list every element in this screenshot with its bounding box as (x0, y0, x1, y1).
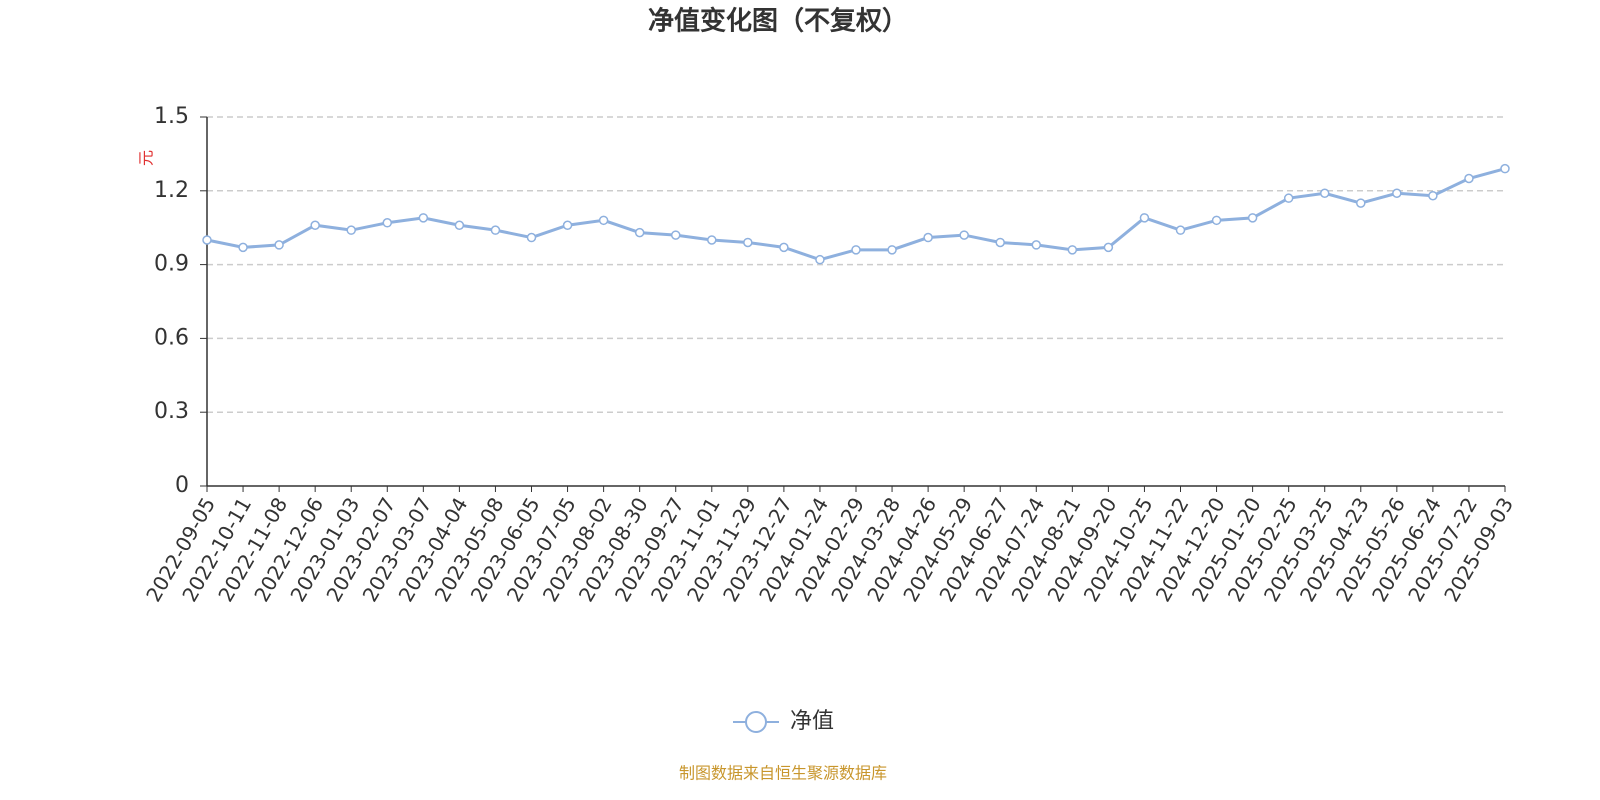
point (418, 213, 429, 223)
point (274, 240, 284, 250)
point (959, 230, 969, 240)
point (923, 232, 933, 243)
point (707, 235, 717, 245)
legend-label: 净值 (790, 709, 834, 734)
point (1319, 188, 1330, 199)
point (815, 254, 825, 265)
y-tick-label: 0 (175, 473, 189, 498)
point (1031, 240, 1042, 250)
point (382, 218, 393, 228)
point (1428, 190, 1438, 201)
y-tick-label: 1.2 (154, 178, 189, 203)
point (1247, 213, 1258, 223)
point (562, 220, 573, 230)
y-tick-label: 0.6 (154, 325, 189, 350)
chart-title: 净值变化图（不复权） (648, 6, 908, 37)
y-tick-label: 1.5 (154, 104, 189, 129)
point (1103, 242, 1114, 253)
point (526, 232, 537, 243)
point (1067, 245, 1078, 255)
point (1139, 213, 1150, 223)
point (779, 242, 789, 253)
point (743, 237, 753, 248)
point (851, 245, 861, 255)
y-tick-label: 0.9 (154, 252, 189, 277)
point (1392, 188, 1402, 199)
y-axis-label: 元 (137, 150, 156, 166)
point (1175, 225, 1186, 235)
point (238, 242, 248, 253)
point (202, 235, 212, 245)
point (1283, 193, 1294, 203)
source-note: 制图数据来自恒生聚源数据库 (679, 764, 887, 783)
y-tick-label: 0.3 (154, 399, 189, 424)
point (1464, 173, 1474, 184)
point (346, 225, 356, 235)
legend-marker (745, 711, 767, 733)
point (598, 215, 609, 226)
point (310, 220, 320, 230)
point (1211, 215, 1222, 226)
point (454, 220, 465, 230)
point (634, 227, 645, 238)
point (887, 245, 897, 255)
point (1500, 163, 1510, 174)
point (1356, 198, 1366, 208)
point (995, 237, 1005, 248)
point (490, 225, 501, 235)
point (670, 230, 681, 240)
